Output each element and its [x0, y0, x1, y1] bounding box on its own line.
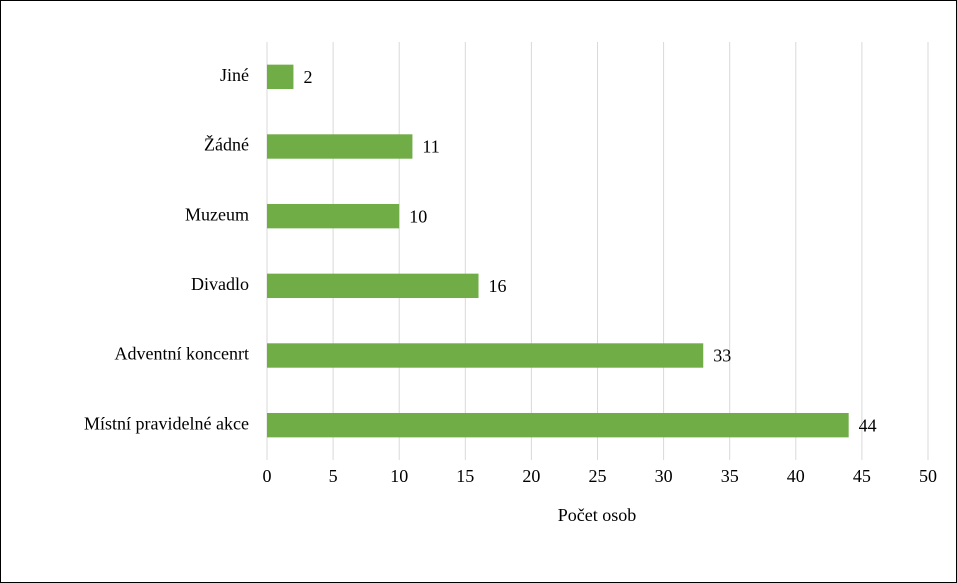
x-tick-label: 0: [263, 466, 272, 486]
x-tick-label: 10: [390, 466, 408, 486]
x-tick-label: 50: [919, 466, 937, 486]
y-tick-label: Muzeum: [185, 204, 249, 224]
bar: [267, 343, 704, 368]
y-tick-label: Adventní koncenrt: [115, 344, 249, 364]
value-label: 33: [713, 346, 731, 366]
x-tick-label: 45: [853, 466, 871, 486]
x-tick-label: 5: [329, 466, 338, 486]
x-tick-label: 40: [787, 466, 805, 486]
bar: [267, 412, 849, 438]
value-label: 10: [409, 206, 427, 226]
x-axis-label: Počet osob: [558, 505, 637, 525]
value-label: 11: [422, 137, 439, 157]
x-tick-label: 25: [589, 466, 607, 486]
value-label: 44: [859, 415, 877, 435]
bar: [267, 203, 400, 229]
x-tick-label: 20: [522, 466, 540, 486]
y-tick-label: Jiné: [220, 65, 249, 85]
value-label: 16: [489, 276, 507, 296]
x-tick-label: 15: [456, 466, 474, 486]
bar: [267, 64, 294, 90]
x-tick-label: 35: [721, 466, 739, 486]
y-tick-label: Divadlo: [191, 274, 249, 294]
y-tick-label: Místní pravidelné akce: [84, 413, 249, 433]
bar: [267, 273, 479, 299]
y-tick-label: Žádné: [204, 134, 249, 155]
bar: [267, 134, 413, 159]
x-tick-label: 30: [655, 466, 673, 486]
value-label: 2: [303, 67, 312, 87]
